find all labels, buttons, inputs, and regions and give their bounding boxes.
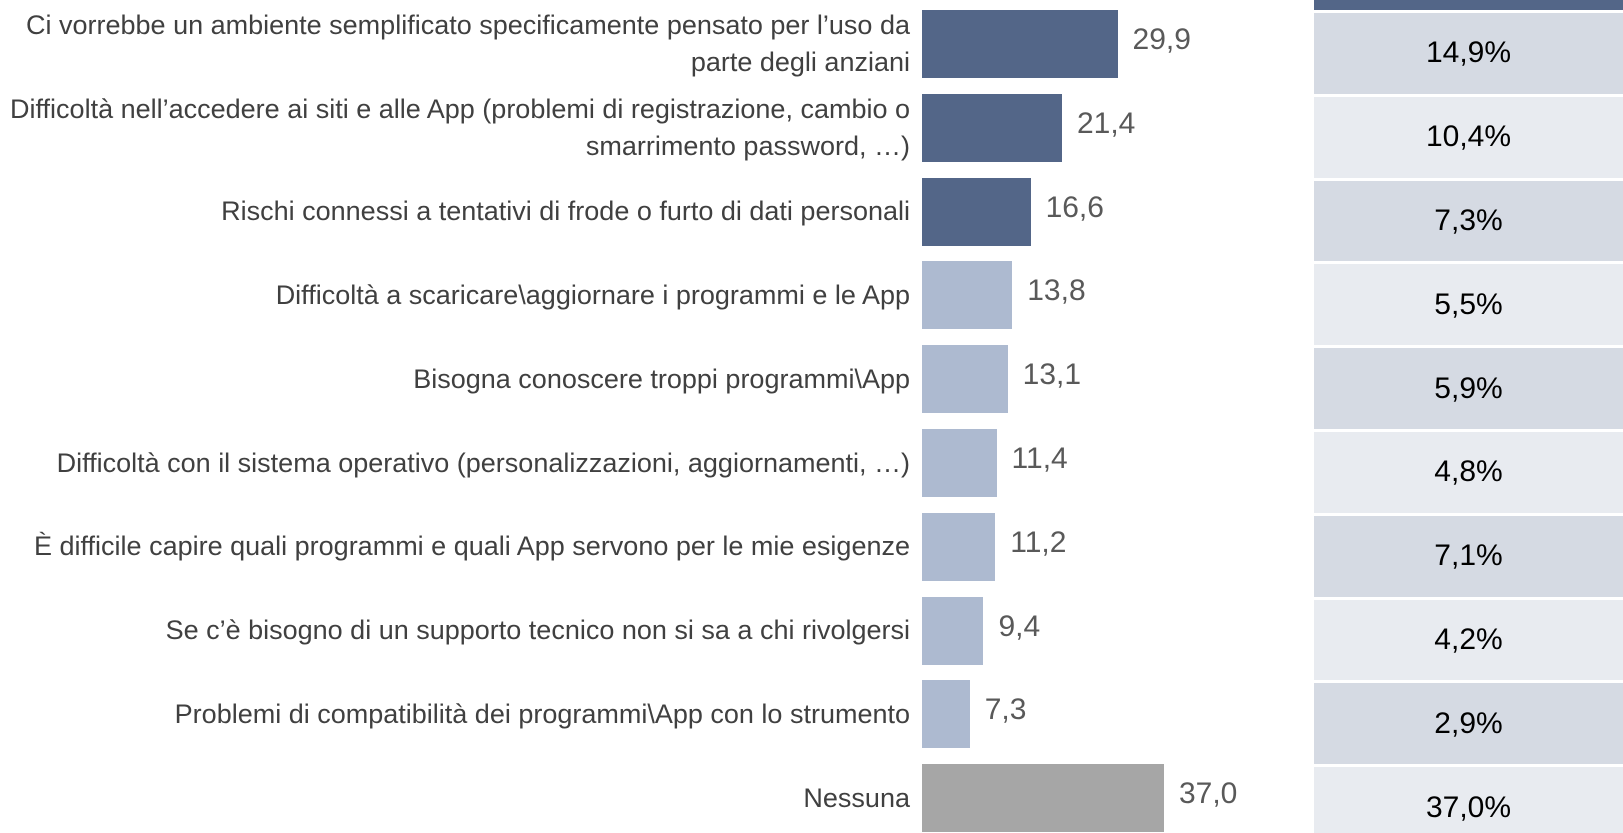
category-label: Bisogna conoscere troppi programmi\App	[413, 363, 910, 394]
value-label: 16,6	[1045, 190, 1104, 224]
bar	[922, 93, 1062, 162]
table-cell: 5,5%	[1314, 264, 1623, 346]
table-cell: 2,9%	[1314, 683, 1623, 765]
category-label: Rischi connessi a tentativi di frode o f…	[221, 196, 910, 227]
value-label: 21,4	[1076, 106, 1136, 140]
value-label: 11,4	[1011, 442, 1068, 475]
category-label: Ci vorrebbe un ambiente semplificato spe…	[26, 10, 910, 77]
value-label: 11,2	[1010, 525, 1067, 559]
table-header	[1314, 0, 1623, 10]
table-cell: 4,8%	[1314, 432, 1623, 513]
category-label: Difficoltà nell’accedere ai siti e alle …	[10, 93, 910, 161]
table-cell: 37,0%	[1314, 767, 1623, 833]
table-cell: 7,1%	[1314, 515, 1623, 597]
table-cell: 10,4%	[1314, 96, 1623, 178]
bar	[922, 764, 1164, 833]
table-cell: 14,9%	[1314, 13, 1623, 94]
value-label: 13,1	[1022, 358, 1082, 392]
bar	[922, 429, 997, 497]
category-label: È difficile capire quali programmi e qua…	[34, 531, 910, 562]
category-label: Difficoltà con il sistema operativo (per…	[56, 447, 910, 478]
table-cell: 5,9%	[1314, 348, 1623, 429]
value-label: 13,8	[1027, 274, 1086, 308]
category-label: Problemi di compatibilità dei programmi\…	[174, 698, 910, 729]
bar	[922, 10, 1118, 78]
value-label: 29,9	[1132, 23, 1191, 56]
bar	[922, 177, 1031, 246]
bar	[922, 261, 1013, 330]
value-label: 9,4	[998, 609, 1041, 643]
value-label: 37,0	[1178, 777, 1238, 811]
category-label: Nessuna	[803, 782, 910, 813]
bar	[922, 680, 970, 749]
category-label: Se c’è bisogno di un supporto tecnico no…	[165, 615, 910, 646]
table-cell: 4,2%	[1314, 599, 1623, 681]
bar	[922, 596, 984, 665]
table-cell: 7,3%	[1314, 180, 1623, 262]
value-label: 7,3	[984, 693, 1027, 727]
category-label: Difficoltà a scaricare\aggiornare i prog…	[275, 279, 910, 310]
bar	[922, 345, 1008, 414]
bar	[922, 512, 996, 581]
